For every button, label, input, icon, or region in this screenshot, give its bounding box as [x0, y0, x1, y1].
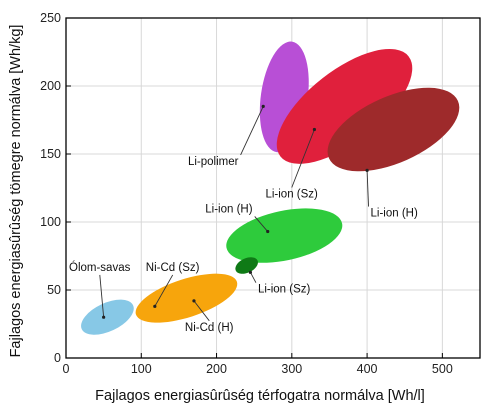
region-li-ion-sz- [235, 257, 258, 274]
y-tick-label: 50 [47, 283, 61, 297]
y-tick-label: 100 [40, 215, 61, 229]
leader-arrowhead [266, 229, 270, 234]
leader-line [193, 300, 210, 322]
x-axis-title: Fajlagos energiasûrûség térfogatra normá… [95, 388, 425, 404]
region-label: Li-ion (H) [371, 208, 418, 220]
axis-ticks: 0 100 200 300 400 500 0 50 100 150 200 250 [40, 11, 453, 376]
leader-arrowhead [261, 104, 265, 108]
leader-arrowhead [248, 270, 253, 274]
region-li-ion-sz- [276, 48, 413, 164]
leader-line [240, 106, 264, 156]
x-tick-label: 200 [206, 362, 227, 376]
leader-line [250, 272, 257, 283]
leader-line [154, 274, 174, 307]
region-li-ion-h- [327, 87, 460, 172]
region-label: Ni-Cd (Sz) [146, 262, 200, 274]
region-label: Li-ion (Sz) [258, 284, 311, 296]
x-tick-label: 500 [432, 362, 453, 376]
leader-line [254, 216, 269, 232]
region-label: Li-ion (Sz) [265, 189, 318, 201]
plot-frame [65, 17, 481, 359]
leader-arrowhead [312, 127, 316, 132]
y-tick-label: 200 [40, 79, 61, 93]
leader-arrowhead [153, 304, 157, 308]
region-label: Li-ion (H) [205, 203, 252, 215]
y-axis-title: Fajlagos energiasûrûség tömegre normálva… [8, 25, 24, 358]
y-tick-label: 0 [54, 351, 61, 365]
annotations: Li-polimer Li-ion (Sz) Li-ion (H) Li-ion (H… [69, 104, 418, 334]
x-tick-label: 0 [63, 362, 70, 376]
region-label: Li-polimer [188, 156, 239, 168]
leader-line [291, 129, 315, 188]
y-tick-label: 150 [40, 147, 61, 161]
region-label: Ni-Cd (H) [185, 322, 234, 334]
x-tick-label: 400 [357, 362, 378, 376]
region-ni-cd-h- [135, 273, 238, 323]
region--lom-savas [81, 299, 134, 335]
y-tick-label: 250 [40, 11, 61, 25]
leader-arrowhead [192, 299, 196, 303]
leader-line [99, 274, 105, 318]
x-tick-label: 300 [281, 362, 302, 376]
leader-arrowhead [102, 315, 106, 319]
data-regions [81, 41, 460, 335]
region-li-ion-h- [226, 208, 343, 263]
leader-arrowhead [365, 168, 369, 172]
region-label: Ólom-savas [69, 261, 131, 274]
x-tick-label: 100 [131, 362, 152, 376]
leader-line [366, 170, 369, 207]
